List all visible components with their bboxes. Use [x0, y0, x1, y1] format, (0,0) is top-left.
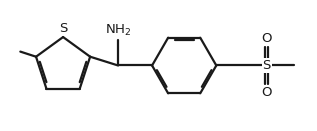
Text: O: O — [262, 32, 272, 45]
Text: S: S — [59, 22, 67, 35]
Text: NH$_2$: NH$_2$ — [105, 23, 131, 38]
Text: S: S — [262, 59, 271, 72]
Text: O: O — [262, 86, 272, 99]
